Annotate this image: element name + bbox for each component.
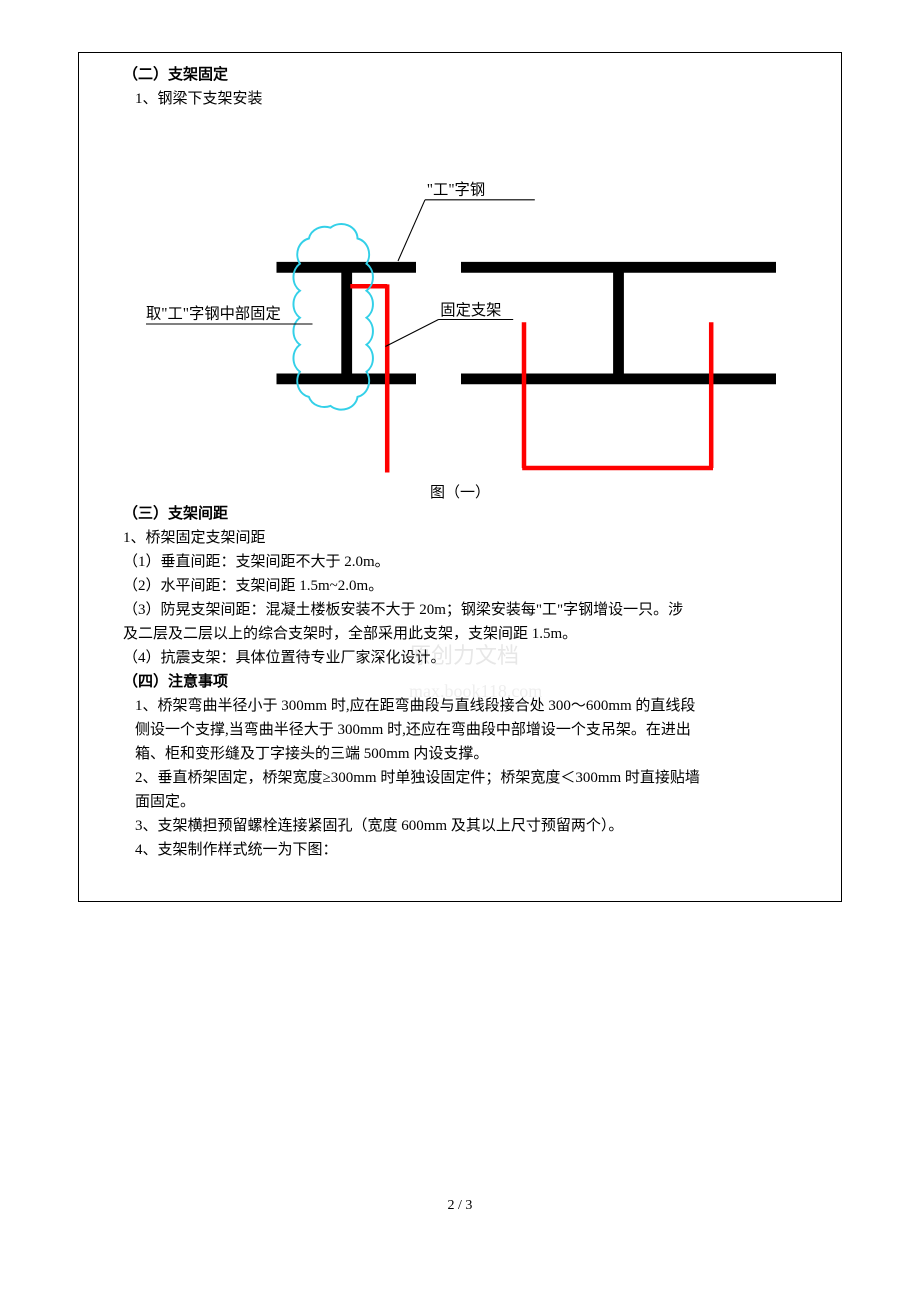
s3-l4b: 及二层及二层以上的综合支架时，全部采用此支架，支架间距 1.5m。: [91, 622, 829, 646]
diagram-caption: 图（一）: [91, 481, 829, 502]
section2-heading: （二）支架固定: [91, 63, 829, 87]
s4-l1c: 箱、柜和变形缝及丁字接头的三端 500mm 内设支撑。: [91, 742, 829, 766]
diagram-figure-1: "工"字钢 取"工"字钢中部固定 固定支架: [91, 117, 829, 477]
s4-l1b: 侧设一个支撑,当弯曲半径大于 300mm 时,还应在弯曲段中部增设一个支吊架。在…: [91, 718, 829, 742]
s3-l5: （4）抗震支架：具体位置待专业厂家深化设计。: [91, 646, 829, 670]
leader-midfix: 取"工"字钢中部固定: [146, 306, 313, 324]
leader-bracket: 固定支架: [385, 302, 513, 347]
leader-ibeam: "工"字钢: [398, 181, 535, 261]
s4-l2a: 2、垂直桥架固定，桥架宽度≥300mm 时单独设固定件；桥架宽度＜300mm 时…: [91, 766, 829, 790]
s3-l3: （2）水平间距：支架间距 1.5m~2.0m。: [91, 574, 829, 598]
diagram-svg: "工"字钢 取"工"字钢中部固定 固定支架: [91, 117, 831, 477]
s3-l4a: （3）防晃支架间距：混凝土楼板安装不大于 20m；钢梁安装每"工"字钢增设一只。…: [91, 598, 829, 622]
s4-l4: 4、支架制作样式统一为下图：: [91, 838, 829, 862]
s3-l1: 1、桥架固定支架间距: [91, 526, 829, 550]
label-ibeam: "工"字钢: [427, 181, 485, 198]
label-bracket: 固定支架: [440, 302, 501, 319]
page-frame: （二）支架固定 1、钢梁下支架安装: [78, 52, 842, 902]
page-number: 2 / 3: [0, 1198, 920, 1214]
s4-l2b: 面固定。: [91, 790, 829, 814]
s4-l3: 3、支架横担预留螺栓连接紧固孔（宽度 600mm 及其以上尺寸预留两个）。: [91, 814, 829, 838]
left-ibeam: [277, 267, 417, 379]
right-ibeam: [461, 267, 776, 379]
s3-l2: （1）垂直间距：支架间距不大于 2.0m。: [91, 550, 829, 574]
section2-item1: 1、钢梁下支架安装: [91, 87, 829, 111]
label-midfix: 取"工"字钢中部固定: [146, 306, 281, 323]
section3-heading: （三）支架间距: [91, 502, 829, 526]
section4-heading: （四）注意事项: [91, 670, 829, 694]
s4-l1a: 1、桥架弯曲半径小于 300mm 时,应在距弯曲段与直线段接合处 300～600…: [91, 694, 829, 718]
